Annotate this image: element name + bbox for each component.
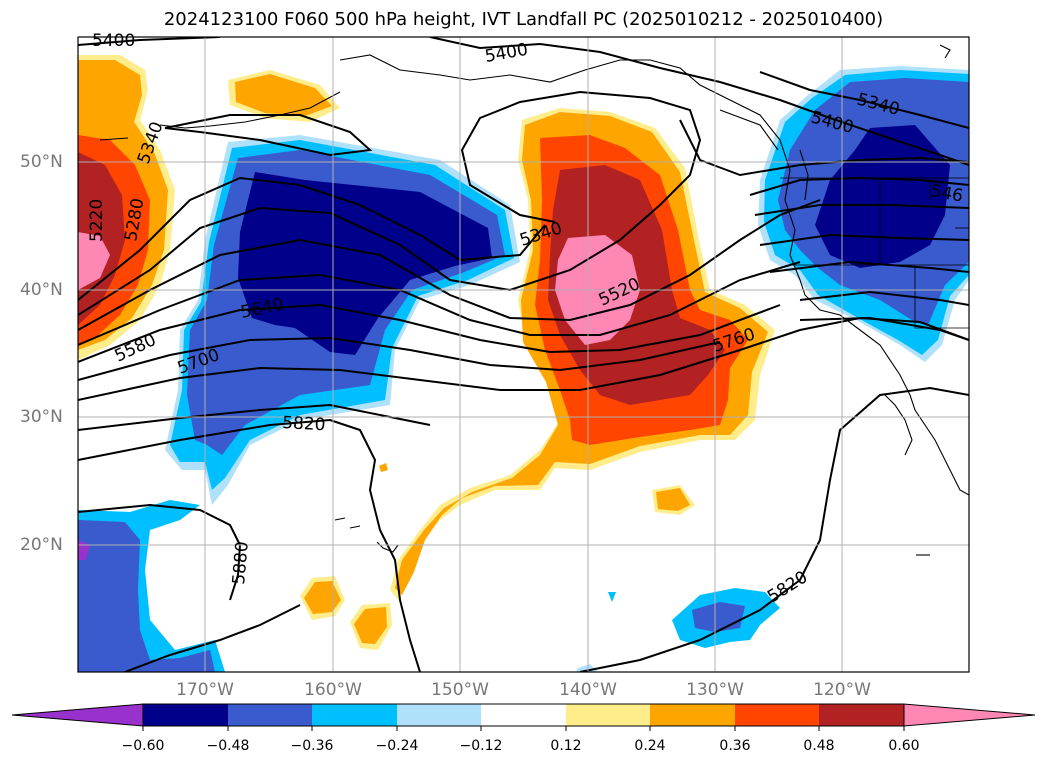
longitude-label: 160°W [304, 680, 362, 700]
contour-label: 5820 [282, 413, 326, 435]
colorbar-bin [397, 704, 481, 726]
colorbar-tick-label: −0.24 [375, 738, 419, 754]
positive-anomaly-north [228, 70, 340, 122]
colorbar-bin [819, 704, 904, 726]
latitude-label: 50°N [20, 152, 63, 172]
positive-anomaly-small-blobs [300, 463, 695, 650]
negative-anomaly-central-pacific [165, 135, 520, 505]
colorbar-tick-label: 0.36 [719, 738, 751, 754]
colorbar-tick-label: 0.48 [803, 738, 835, 754]
colorbar-extend-low [11, 703, 144, 727]
latitude-label: 20°N [20, 535, 63, 555]
colorbar-extend-high [903, 703, 1036, 727]
colorbar-tick-label: −0.60 [121, 738, 165, 754]
plot-title: 2024123100 F060 500 hPa height, IVT Land… [163, 9, 884, 30]
negative-anomaly-west-coast [758, 66, 969, 362]
colorbar-bin [481, 704, 566, 726]
contour-label: 5880 [229, 541, 253, 586]
colorbar-tick-label: 0.60 [888, 738, 920, 754]
colorbar-tick-label: 0.24 [634, 738, 666, 754]
colorbar-frame [142, 703, 905, 727]
colorbar-tick-label: −0.12 [459, 738, 503, 754]
longitude-label: 130°W [686, 680, 744, 700]
longitude-label: 150°W [431, 680, 489, 700]
contour-label: 5400 [92, 31, 135, 51]
colorbar-bin [228, 704, 312, 726]
colorbar-tick-label: −0.36 [290, 738, 334, 754]
colorbar-bin [735, 704, 819, 726]
contour-label: 5220 [87, 199, 107, 242]
colorbar-bin [312, 704, 397, 726]
latitude-label: 30°N [20, 407, 63, 427]
colorbar-bin [143, 704, 228, 726]
colorbar-bin [566, 704, 650, 726]
longitude-label: 140°W [559, 680, 617, 700]
colorbar-tick-label: 0.12 [550, 738, 582, 754]
map-frame [77, 36, 970, 673]
positive-anomaly-northwest [78, 55, 175, 360]
graticule [78, 37, 969, 672]
latitude-label: 40°N [20, 280, 63, 300]
colorbar [11, 703, 1036, 731]
colorbar-tick-label: −0.48 [206, 738, 250, 754]
colorbar-bin [650, 704, 735, 726]
longitude-label: 120°W [813, 680, 871, 700]
longitude-label: 170°W [176, 680, 234, 700]
